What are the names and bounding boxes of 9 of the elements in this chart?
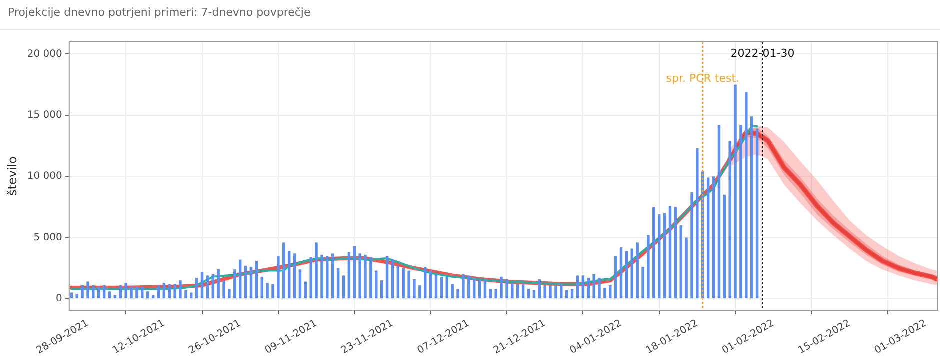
y-tick-label: 0	[56, 294, 62, 305]
chart-title: Projekcije dnevno potrjeni primeri: 7-dnevno povprečje	[0, 0, 940, 30]
y-tick-label: 15 000	[27, 110, 62, 121]
y-tick-label: 10 000	[27, 171, 62, 182]
y-axis-title: število	[5, 156, 20, 196]
ref-line-label: 2022-01-30	[730, 46, 795, 60]
y-tick-label: 5 000	[34, 232, 62, 244]
ref-line-label: spr. PCR test.	[666, 72, 740, 85]
y-tick-label: 20 000	[27, 48, 62, 60]
